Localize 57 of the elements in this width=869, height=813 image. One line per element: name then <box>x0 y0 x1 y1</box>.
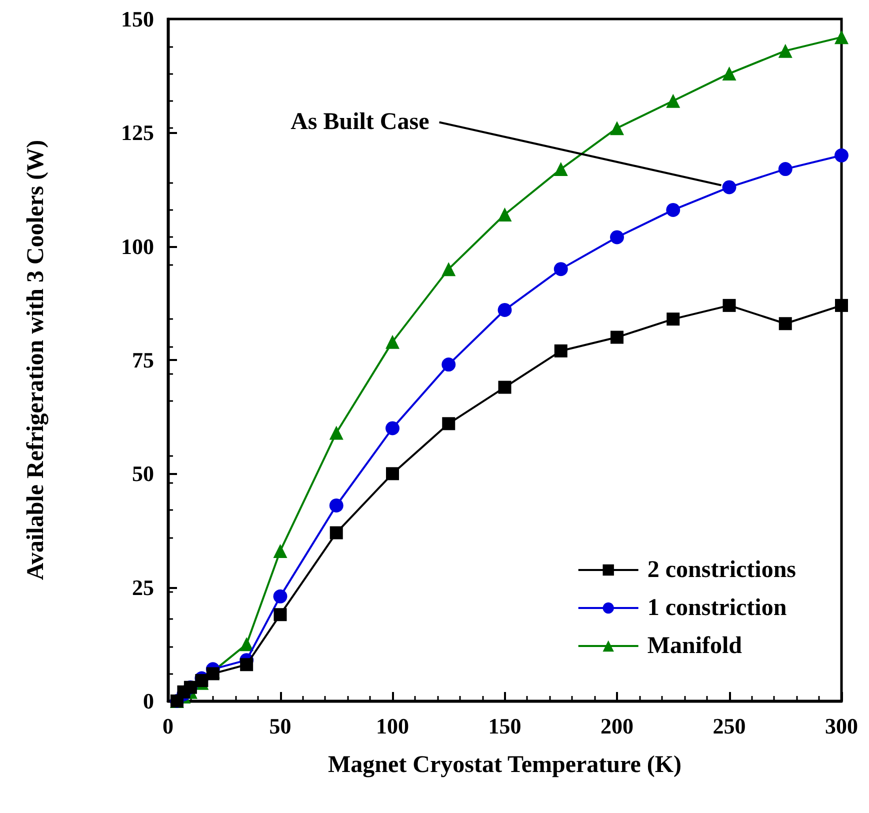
x-tick-label: 50 <box>269 714 292 738</box>
y-tick-label: 100 <box>121 234 154 259</box>
point <box>330 526 343 540</box>
x-tick-label: 250 <box>712 714 746 738</box>
point <box>240 658 254 672</box>
point <box>834 30 848 44</box>
point <box>386 467 399 480</box>
point <box>386 334 400 349</box>
legend-label: 1 constriction <box>647 595 787 621</box>
x-axis-title: Magnet Cryostat Temperature (K) <box>328 752 682 778</box>
point <box>498 380 512 394</box>
point <box>274 608 287 622</box>
y-tick-label: 150 <box>121 6 154 32</box>
legend-label: 2 constrictions <box>647 557 796 583</box>
point <box>554 344 568 358</box>
point <box>195 674 208 688</box>
point <box>834 148 848 162</box>
x-tick-label: 150 <box>488 714 522 738</box>
y-tick-label: 125 <box>121 120 154 146</box>
point <box>329 498 344 512</box>
point <box>442 262 456 276</box>
legend-label: Manifold <box>647 633 743 659</box>
point <box>778 44 792 58</box>
point <box>610 330 624 344</box>
y-axis-title: Available Refrigeration with 3 Coolers (W) <box>23 140 49 580</box>
point <box>386 421 400 436</box>
point <box>722 66 736 81</box>
point <box>778 317 792 330</box>
point <box>666 94 680 108</box>
point <box>498 208 512 222</box>
point <box>442 358 456 372</box>
point <box>666 312 680 326</box>
point <box>240 637 254 652</box>
point <box>273 589 288 604</box>
x-tick-label: 0 <box>162 714 174 738</box>
point <box>778 162 792 176</box>
x-tick-label: 200 <box>600 714 634 738</box>
point <box>835 298 848 312</box>
annotation: As Built Case <box>290 109 430 136</box>
y-tick-label: 25 <box>132 574 154 600</box>
point <box>554 162 568 176</box>
point <box>666 202 680 217</box>
point <box>498 302 512 317</box>
point <box>554 262 568 276</box>
x-tick-label: 300 <box>825 714 858 738</box>
point <box>610 230 624 244</box>
y-tick-label: 0 <box>143 688 154 714</box>
point <box>442 417 456 430</box>
point <box>206 667 220 680</box>
x-tick-label: 100 <box>376 714 409 738</box>
point <box>610 121 624 136</box>
point <box>722 180 736 194</box>
point <box>722 298 736 312</box>
y-tick-label: 75 <box>132 348 154 372</box>
point <box>273 544 288 558</box>
y-tick-label: 50 <box>132 461 154 486</box>
point <box>329 426 344 440</box>
